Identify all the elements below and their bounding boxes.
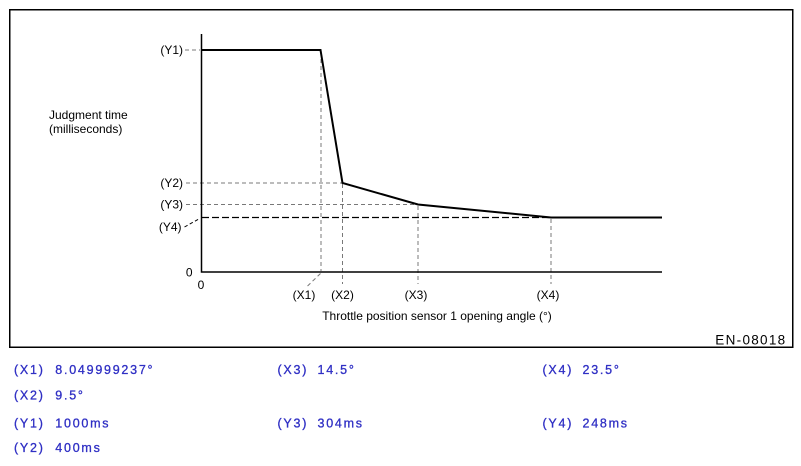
svg-text:(Y3): (Y3) [160,198,183,212]
svg-text:(Y1): (Y1) [160,43,183,57]
svg-text:(X1): (X1) [293,288,316,302]
svg-text:8.049999237°: 8.049999237° [55,363,154,377]
svg-text:(Y4): (Y4) [543,416,574,430]
svg-text:14.5°: 14.5° [318,363,356,377]
svg-text:EN-08018: EN-08018 [715,333,786,348]
svg-text:(Y1): (Y1) [14,416,45,430]
svg-text:(X1): (X1) [14,363,45,377]
svg-text:(Y3): (Y3) [278,416,309,430]
svg-text:9.5°: 9.5° [55,389,84,403]
svg-text:(X3): (X3) [405,288,428,302]
svg-text:(X2): (X2) [14,389,45,403]
svg-text:(X4): (X4) [537,288,560,302]
svg-text:248ms: 248ms [583,416,629,430]
svg-text:(X4): (X4) [543,363,574,377]
svg-text:(Y4): (Y4) [159,220,182,234]
svg-text:Throttle position sensor 1 ope: Throttle position sensor 1 opening angle… [322,309,552,323]
svg-text:(X2): (X2) [331,288,354,302]
svg-text:1000ms: 1000ms [55,416,110,430]
svg-text:23.5°: 23.5° [583,363,621,377]
svg-text:(Y2): (Y2) [14,441,45,455]
svg-text:(milliseconds): (milliseconds) [49,122,122,136]
svg-text:(X3): (X3) [278,363,309,377]
svg-text:0: 0 [198,278,205,292]
svg-text:400ms: 400ms [55,441,101,455]
svg-text:(Y2): (Y2) [160,176,183,190]
svg-text:304ms: 304ms [318,416,364,430]
svg-text:0: 0 [186,266,193,280]
svg-text:Judgment time: Judgment time [49,108,128,122]
